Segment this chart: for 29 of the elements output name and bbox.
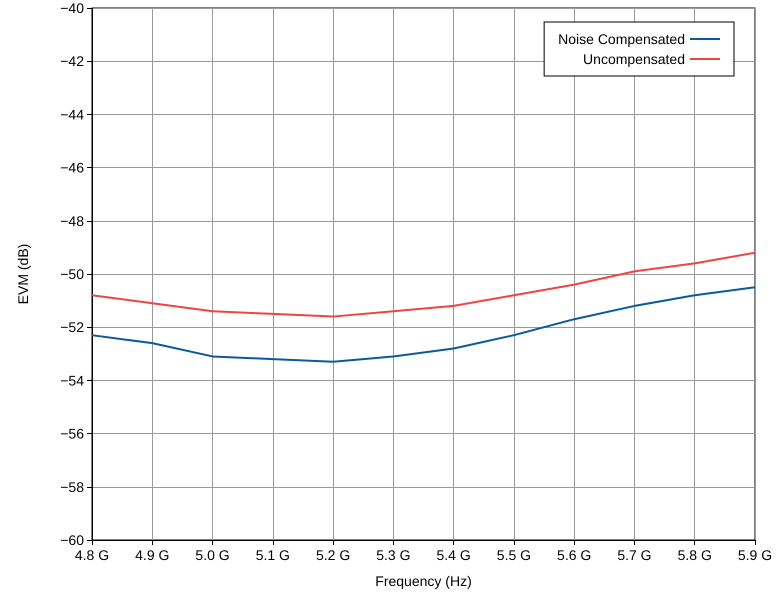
line-series xyxy=(91,286,756,363)
y-tick-label: −44 xyxy=(60,106,84,122)
x-tick-label: 5.9 G xyxy=(738,547,772,563)
x-tick-label: 4.8 G xyxy=(74,547,110,563)
x-tick-label: 5.4 G xyxy=(436,547,471,563)
x-tick-label: 5.2 G xyxy=(316,547,350,563)
line-series xyxy=(91,252,756,318)
y-axis-title: EVM (dB) xyxy=(15,244,31,304)
y-tick-label: −60 xyxy=(60,532,84,548)
x-tick-label: 5.0 G xyxy=(195,547,230,563)
y-tick-label: −56 xyxy=(60,426,84,442)
y-tick-label: −40 xyxy=(60,0,84,16)
legend-label: Uncompensated xyxy=(583,51,685,67)
x-tick-label: 5.3 G xyxy=(376,547,410,563)
x-tick-label: 5.5 G xyxy=(496,547,532,563)
y-tick-label: −46 xyxy=(60,160,84,176)
x-tick-label: 5.6 G xyxy=(557,547,592,563)
y-tick-label: −42 xyxy=(60,53,84,70)
x-tick-label: 5.8 G xyxy=(678,547,712,563)
x-tick-label: 4.9 G xyxy=(135,547,170,563)
x-axis-title: Frequency (Hz) xyxy=(375,573,472,589)
y-tick-label: −48 xyxy=(60,212,84,229)
x-tick-label: 5.1 G xyxy=(256,547,290,563)
x-tick-label: 5.7 G xyxy=(617,547,652,563)
y-tick-label: −58 xyxy=(60,478,84,495)
legend-label: Noise Compensated xyxy=(558,31,685,47)
y-tick-label: −52 xyxy=(60,319,84,336)
y-tick-label: −54 xyxy=(60,372,84,388)
y-tick-label: −50 xyxy=(60,266,84,282)
